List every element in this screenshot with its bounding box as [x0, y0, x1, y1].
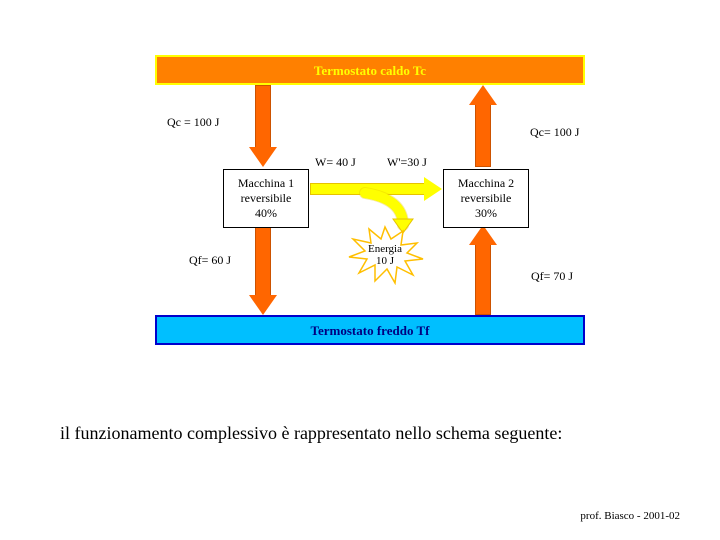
energy-line1: Energia	[368, 243, 402, 255]
arrow-qc1	[249, 85, 277, 167]
label-w1: W= 40 J	[315, 155, 356, 170]
machine-1-line3: 40%	[228, 206, 304, 221]
energy-line2: 10 J	[368, 255, 402, 267]
energy-burst: Energia 10 J	[345, 225, 425, 285]
label-qc1: Qc = 100 J	[167, 115, 219, 130]
machine-1-line1: Macchina 1	[228, 176, 304, 191]
machine-2: Macchina 2 reversibile 30%	[443, 169, 529, 228]
arrow-qc2	[469, 85, 497, 167]
machine-1: Macchina 1 reversibile 40%	[223, 169, 309, 228]
label-w2: W'=30 J	[387, 155, 427, 170]
machine-2-line3: 30%	[448, 206, 524, 221]
hot-reservoir: Termostato caldo Tc	[155, 55, 585, 85]
footer-text: prof. Biasco - 2001-02	[580, 510, 680, 522]
machine-2-line2: reversibile	[448, 191, 524, 206]
cold-reservoir: Termostato freddo Tf	[155, 315, 585, 345]
caption-text: il funzionamento complessivo è rappresen…	[60, 423, 562, 444]
label-qc2: Qc= 100 J	[530, 125, 579, 140]
machine-2-line1: Macchina 2	[448, 176, 524, 191]
hot-reservoir-label: Termostato caldo Tc	[314, 63, 426, 78]
arrow-qf2	[469, 225, 497, 315]
machine-1-line2: reversibile	[228, 191, 304, 206]
label-qf1: Qf= 60 J	[189, 253, 231, 268]
cold-reservoir-label: Termostato freddo Tf	[311, 323, 430, 338]
label-qf2: Qf= 70 J	[531, 269, 573, 284]
arrow-qf1	[249, 225, 277, 315]
thermo-diagram: Termostato caldo Tc Termostato freddo Tf…	[155, 55, 585, 355]
